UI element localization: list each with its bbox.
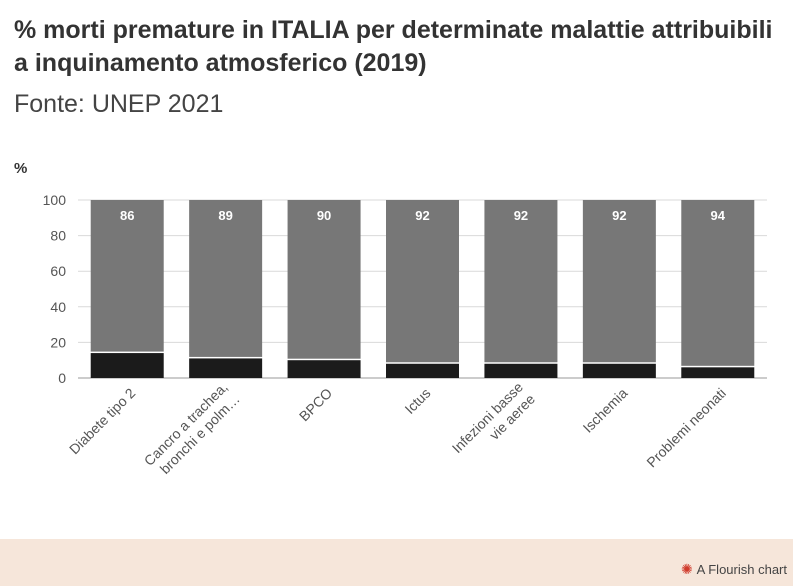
bar-segment[interactable] [189, 200, 263, 357]
x-category-label: Cancro a trachea,bronchi e polm… [141, 379, 243, 481]
x-category-label: Problemi neonati [643, 385, 729, 471]
bar-value-label: 89 [218, 208, 232, 223]
y-tick-label: 80 [50, 228, 66, 244]
bar-value-label: 92 [415, 208, 429, 223]
flourish-credit[interactable]: ✺ A Flourish chart [681, 561, 787, 578]
bar-segment[interactable] [681, 200, 755, 366]
data-labels: 86 89 90 92 92 92 94 [120, 208, 726, 223]
bar-segment[interactable] [681, 367, 755, 378]
y-tick-label: 40 [50, 299, 66, 315]
flourish-credit-label: A Flourish chart [696, 562, 787, 577]
y-tick-label: 60 [50, 263, 66, 279]
bars [90, 200, 755, 378]
y-axis-unit: % [14, 160, 28, 177]
bar-segment[interactable] [90, 200, 164, 352]
x-category-label: Infezioni bassevie aeree [449, 379, 539, 469]
bar-segment[interactable] [189, 358, 263, 378]
bar-value-label: 90 [317, 208, 331, 223]
x-category-label: Diabete tipo 2 [66, 385, 139, 458]
bar-value-label: 94 [711, 208, 726, 223]
y-axis-ticks: 0 20 40 60 80 100 [43, 192, 67, 386]
bar-segment[interactable] [287, 360, 361, 378]
bar-segment[interactable] [386, 200, 459, 363]
bar-segment[interactable] [90, 353, 164, 378]
y-tick-label: 0 [58, 370, 66, 386]
x-axis-labels: Diabete tipo 2 Cancro a trachea,bronchi e… [66, 379, 729, 481]
bar-segment[interactable] [582, 363, 656, 378]
footer-bar: ✺ A Flourish chart [0, 539, 793, 586]
y-tick-label: 20 [50, 334, 66, 350]
bar-segment[interactable] [386, 363, 459, 378]
x-category-label: Ictus [401, 385, 433, 417]
bar-segment[interactable] [582, 200, 656, 363]
bar-segment[interactable] [484, 200, 558, 363]
x-category-label: BPCO [296, 385, 335, 424]
chart-title: % morti premature in ITALIA per determin… [14, 16, 773, 77]
bar-value-label: 86 [120, 208, 134, 223]
bar-segment[interactable] [287, 200, 361, 359]
x-category-label: Ischemia [580, 385, 631, 436]
chart-subtitle: Fonte: UNEP 2021 [14, 90, 224, 118]
stacked-bar-chart: 0 20 40 60 80 100 86 89 90 92 92 92 94 Diabete tipo… [43, 192, 767, 481]
bar-segment[interactable] [484, 363, 558, 378]
bar-value-label: 92 [612, 208, 626, 223]
bar-value-label: 92 [514, 208, 528, 223]
y-tick-label: 100 [43, 192, 67, 208]
flourish-logo-icon: ✺ [680, 561, 693, 577]
